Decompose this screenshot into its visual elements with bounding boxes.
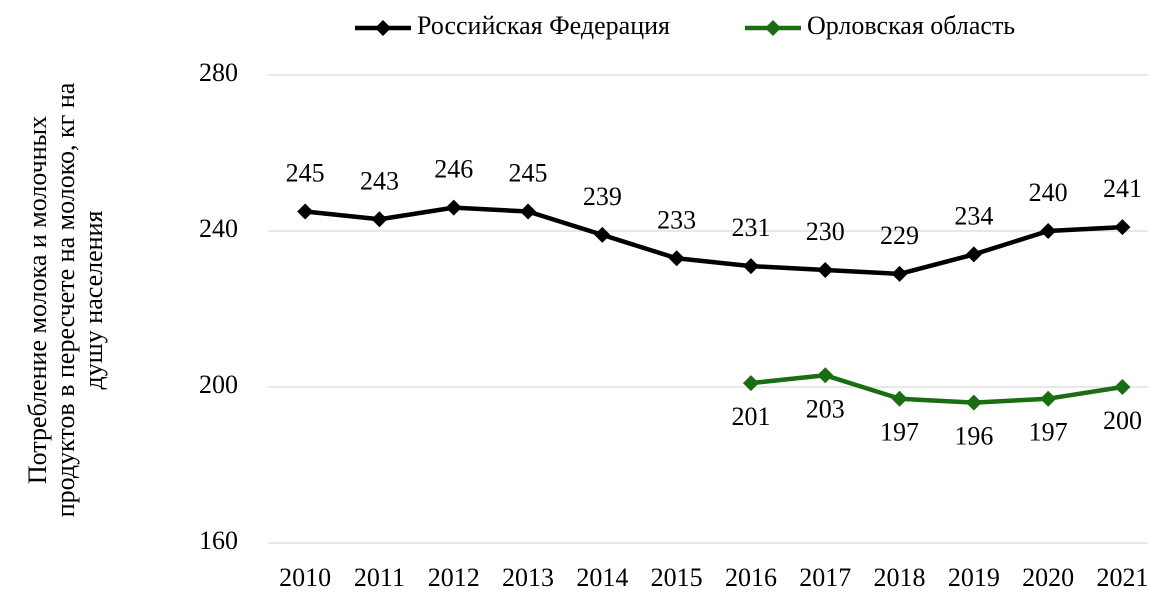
data-label: 201: [731, 402, 770, 431]
data-label: 234: [954, 201, 993, 230]
x-tick-label: 2015: [651, 563, 703, 592]
data-label: 233: [657, 205, 696, 234]
x-tick-label: 2013: [502, 563, 554, 592]
legend-marker: [765, 20, 781, 36]
y-tick-label: 200: [199, 370, 238, 399]
data-point: [742, 258, 759, 275]
data-point: [297, 203, 314, 220]
data-point: [817, 262, 834, 278]
y-tick-label: 240: [199, 214, 238, 243]
data-label: 197: [880, 418, 919, 447]
x-tick-label: 2018: [874, 563, 926, 592]
y-tick-label: 280: [199, 58, 238, 87]
data-label: 243: [360, 166, 399, 195]
data-label: 245: [509, 158, 548, 187]
x-tick-label: 2010: [279, 563, 331, 592]
data-label: 239: [583, 182, 622, 211]
data-point: [891, 390, 908, 407]
x-tick-label: 2014: [576, 563, 628, 592]
data-label: 245: [286, 158, 325, 187]
x-tick-label: 2011: [354, 563, 405, 592]
data-label: 231: [731, 213, 770, 242]
data-label: 230: [806, 217, 845, 246]
x-tick-label: 2020: [1022, 563, 1074, 592]
data-point: [371, 211, 388, 228]
legend-label: Орловская область: [807, 11, 1015, 40]
data-point: [445, 199, 462, 216]
data-point: [594, 226, 611, 243]
data-point: [965, 394, 982, 411]
legend-label: Российская Федерация: [417, 11, 670, 40]
legend-marker: [375, 20, 391, 36]
data-point: [1040, 223, 1057, 239]
data-point: [742, 375, 759, 392]
data-point: [1114, 219, 1131, 236]
data-label: 200: [1103, 406, 1142, 435]
data-point: [1040, 390, 1057, 407]
x-tick-label: 2012: [428, 563, 480, 592]
data-label: 240: [1029, 178, 1068, 207]
data-label: 246: [434, 155, 473, 184]
data-point: [965, 246, 982, 263]
data-label: 197: [1029, 418, 1068, 447]
y-axis-label-line: Потребление молока и молочных: [23, 116, 52, 484]
data-point: [1114, 379, 1131, 395]
x-tick-label: 2019: [948, 563, 1000, 592]
series-line: [750, 373, 1123, 405]
y-axis-label: Потребление молока и молочных продуктов в…: [23, 82, 108, 517]
data-label: 229: [880, 221, 919, 250]
x-tick-label: 2017: [799, 563, 851, 592]
data-label: 196: [954, 422, 993, 451]
data-label: 203: [806, 394, 845, 423]
data-point: [520, 203, 537, 220]
y-tick-label: 160: [199, 526, 238, 555]
data-label: 241: [1103, 174, 1142, 203]
series-line: [304, 205, 1123, 277]
y-axis-label-line: продуктов в пересчете на молоко, кг на: [51, 82, 80, 517]
x-tick-label: 2016: [725, 563, 777, 592]
x-tick-label: 2021: [1096, 563, 1148, 592]
y-axis-label-line: душу населения: [79, 211, 108, 390]
data-point: [817, 367, 834, 384]
data-point: [668, 250, 685, 267]
data-point: [891, 265, 908, 282]
